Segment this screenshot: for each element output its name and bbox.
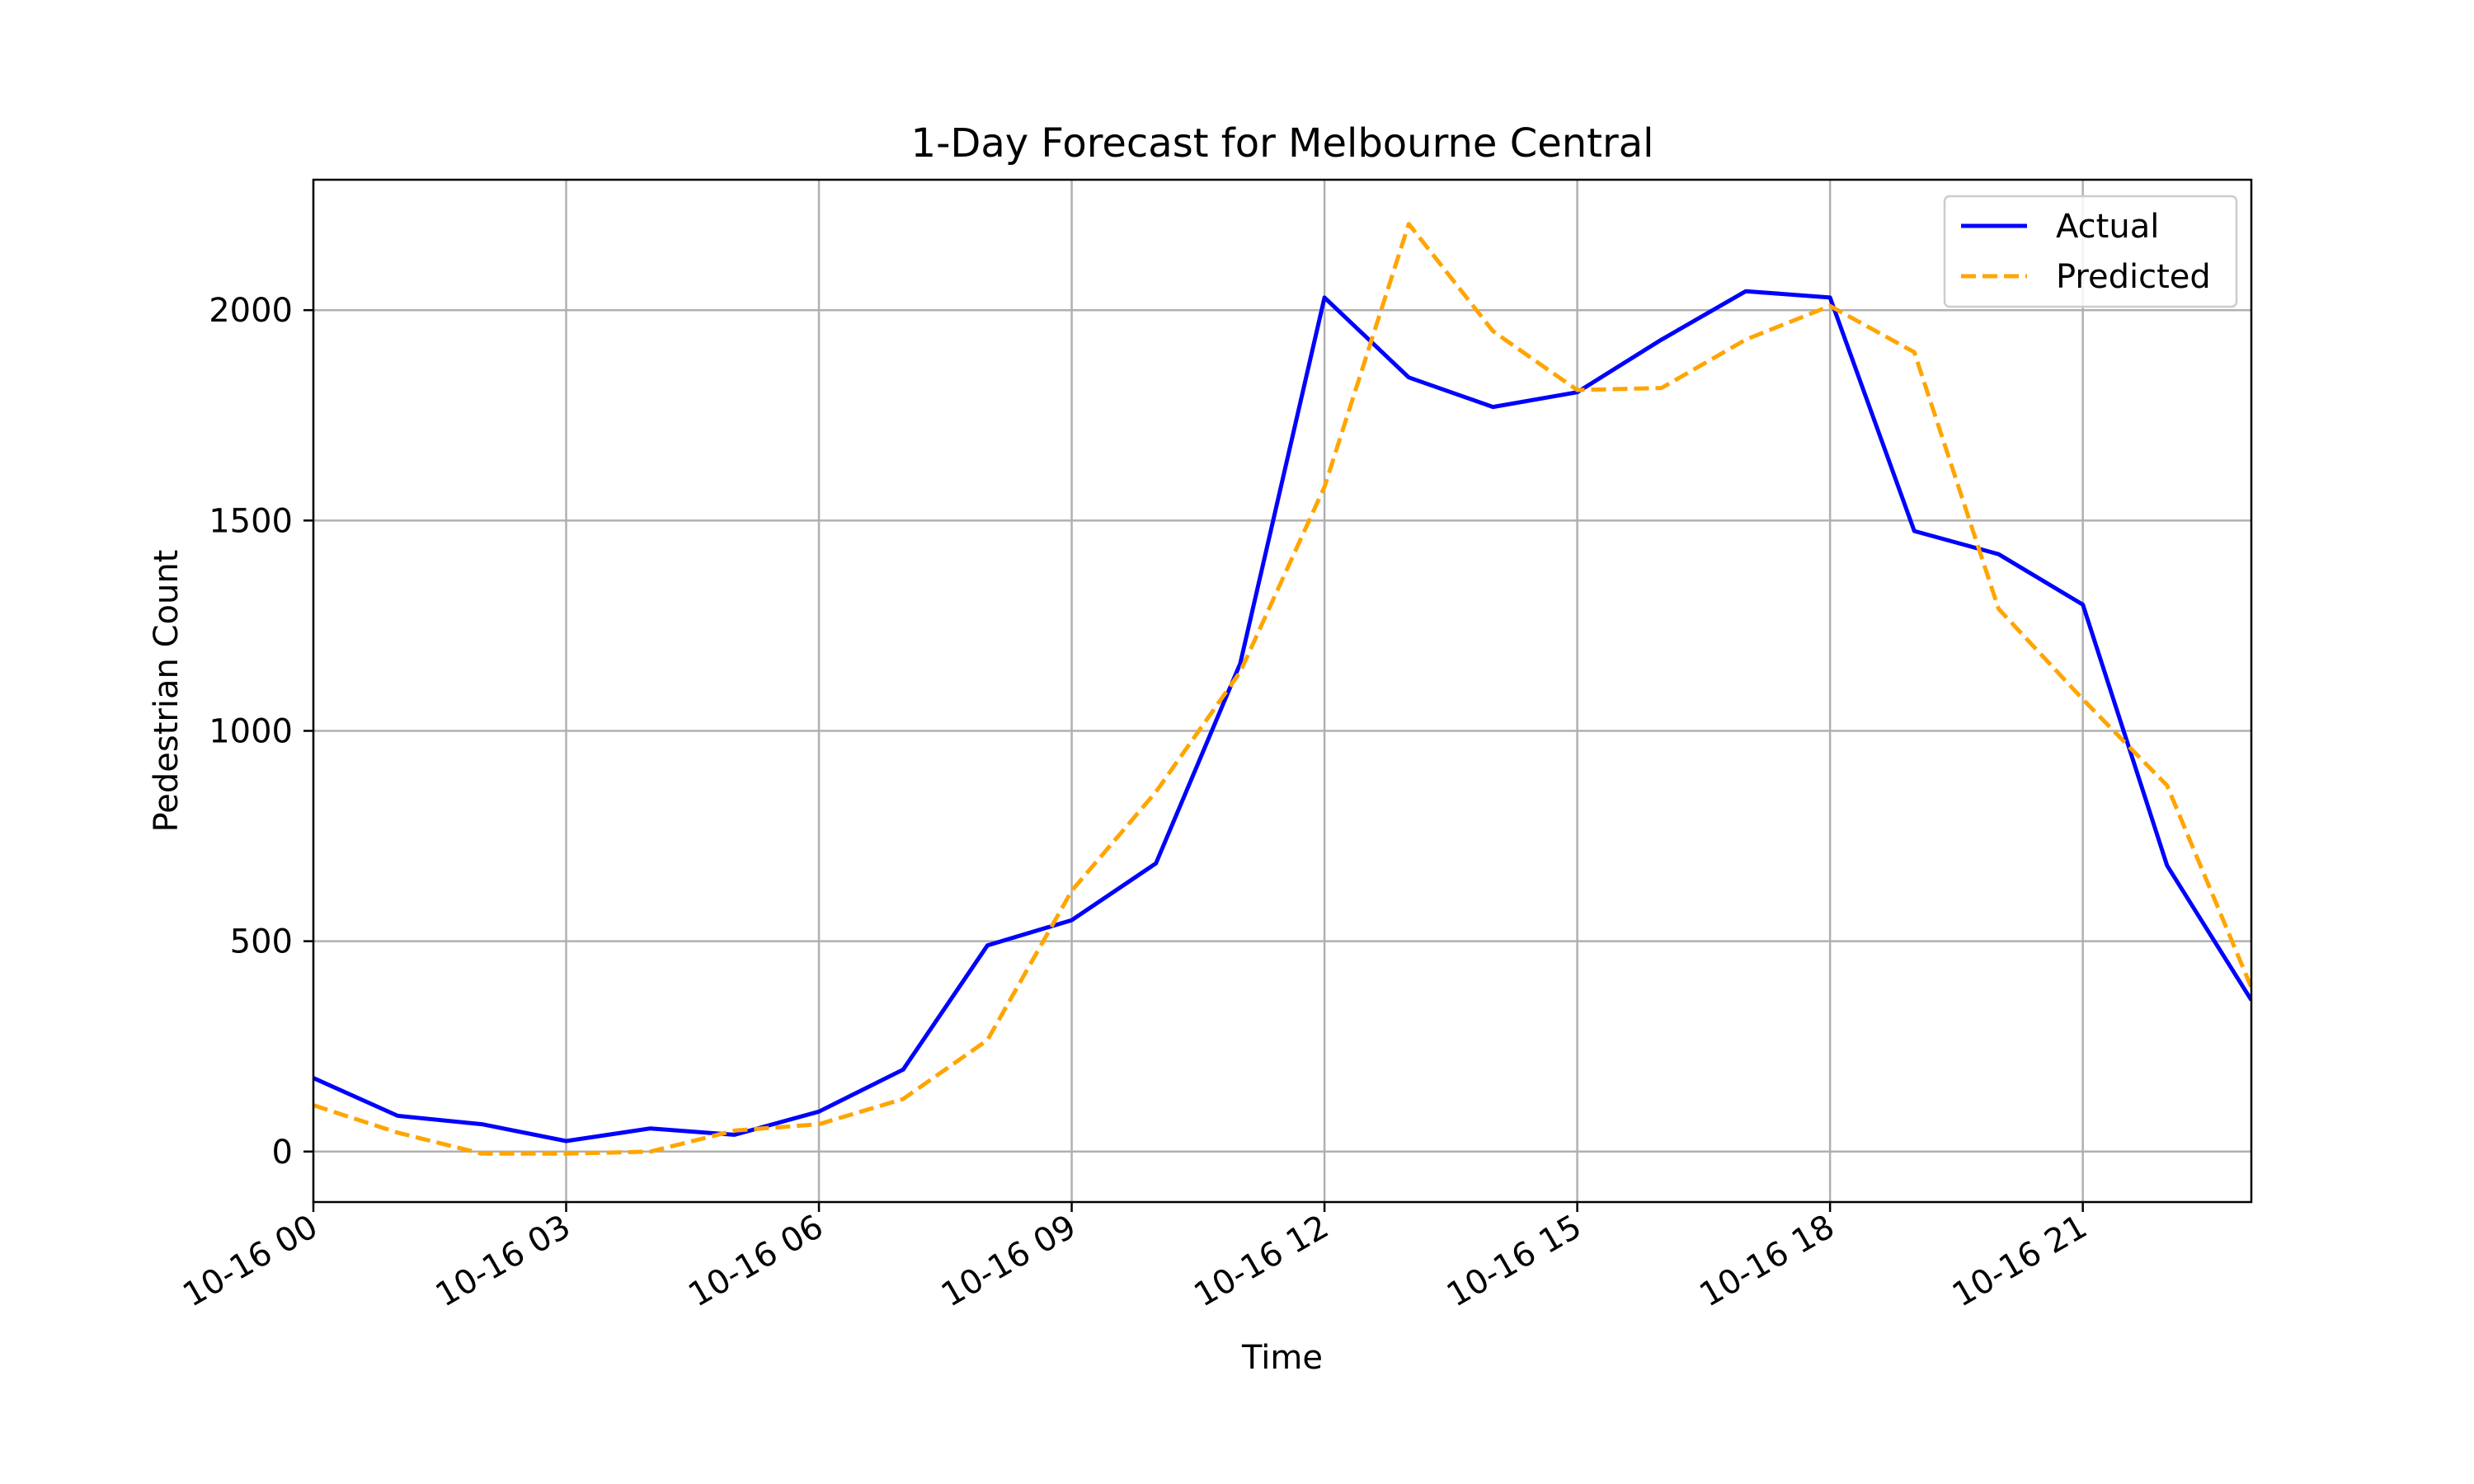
- y-tick-label: 1000: [209, 712, 293, 750]
- x-tick-label: 10-16 18: [1693, 1208, 1841, 1315]
- x-axis-title: Time: [1241, 1339, 1323, 1377]
- x-tick-label: 10-16 12: [1188, 1208, 1335, 1315]
- x-tick-label: 10-16 21: [1946, 1208, 2094, 1315]
- axis-ticks: 0 500 1000 1500 2000 10-16 00 10-16 03 10-16 06…: [176, 292, 2093, 1314]
- y-tick-label: 1500: [209, 502, 293, 540]
- series-line-predicted: [313, 222, 2251, 1156]
- plot-frame: [312, 178, 2253, 1204]
- x-tick-label: 10-16 03: [430, 1208, 577, 1315]
- grid: [312, 180, 2251, 1202]
- y-tick-label: 0: [272, 1134, 293, 1172]
- y-axis-title: Pedestrian Count: [148, 550, 186, 833]
- chart-title: 1-Day Forecast for Melbourne Central: [911, 120, 1654, 167]
- x-tick-label: 10-16 06: [682, 1208, 830, 1315]
- legend-label-actual: Actual: [2056, 208, 2159, 246]
- y-tick-label: 500: [230, 923, 293, 961]
- legend-label-predicted: Predicted: [2056, 258, 2211, 296]
- x-tick-label: 10-16 00: [176, 1208, 324, 1315]
- x-tick-label: 10-16 15: [1441, 1208, 1588, 1315]
- y-tick-label: 2000: [209, 292, 293, 330]
- series-lines: [313, 222, 2251, 1156]
- x-tick-label: 10-16 09: [935, 1208, 1083, 1315]
- series-line-actual: [313, 289, 2251, 1144]
- legend: Actual Predicted: [1943, 195, 2238, 308]
